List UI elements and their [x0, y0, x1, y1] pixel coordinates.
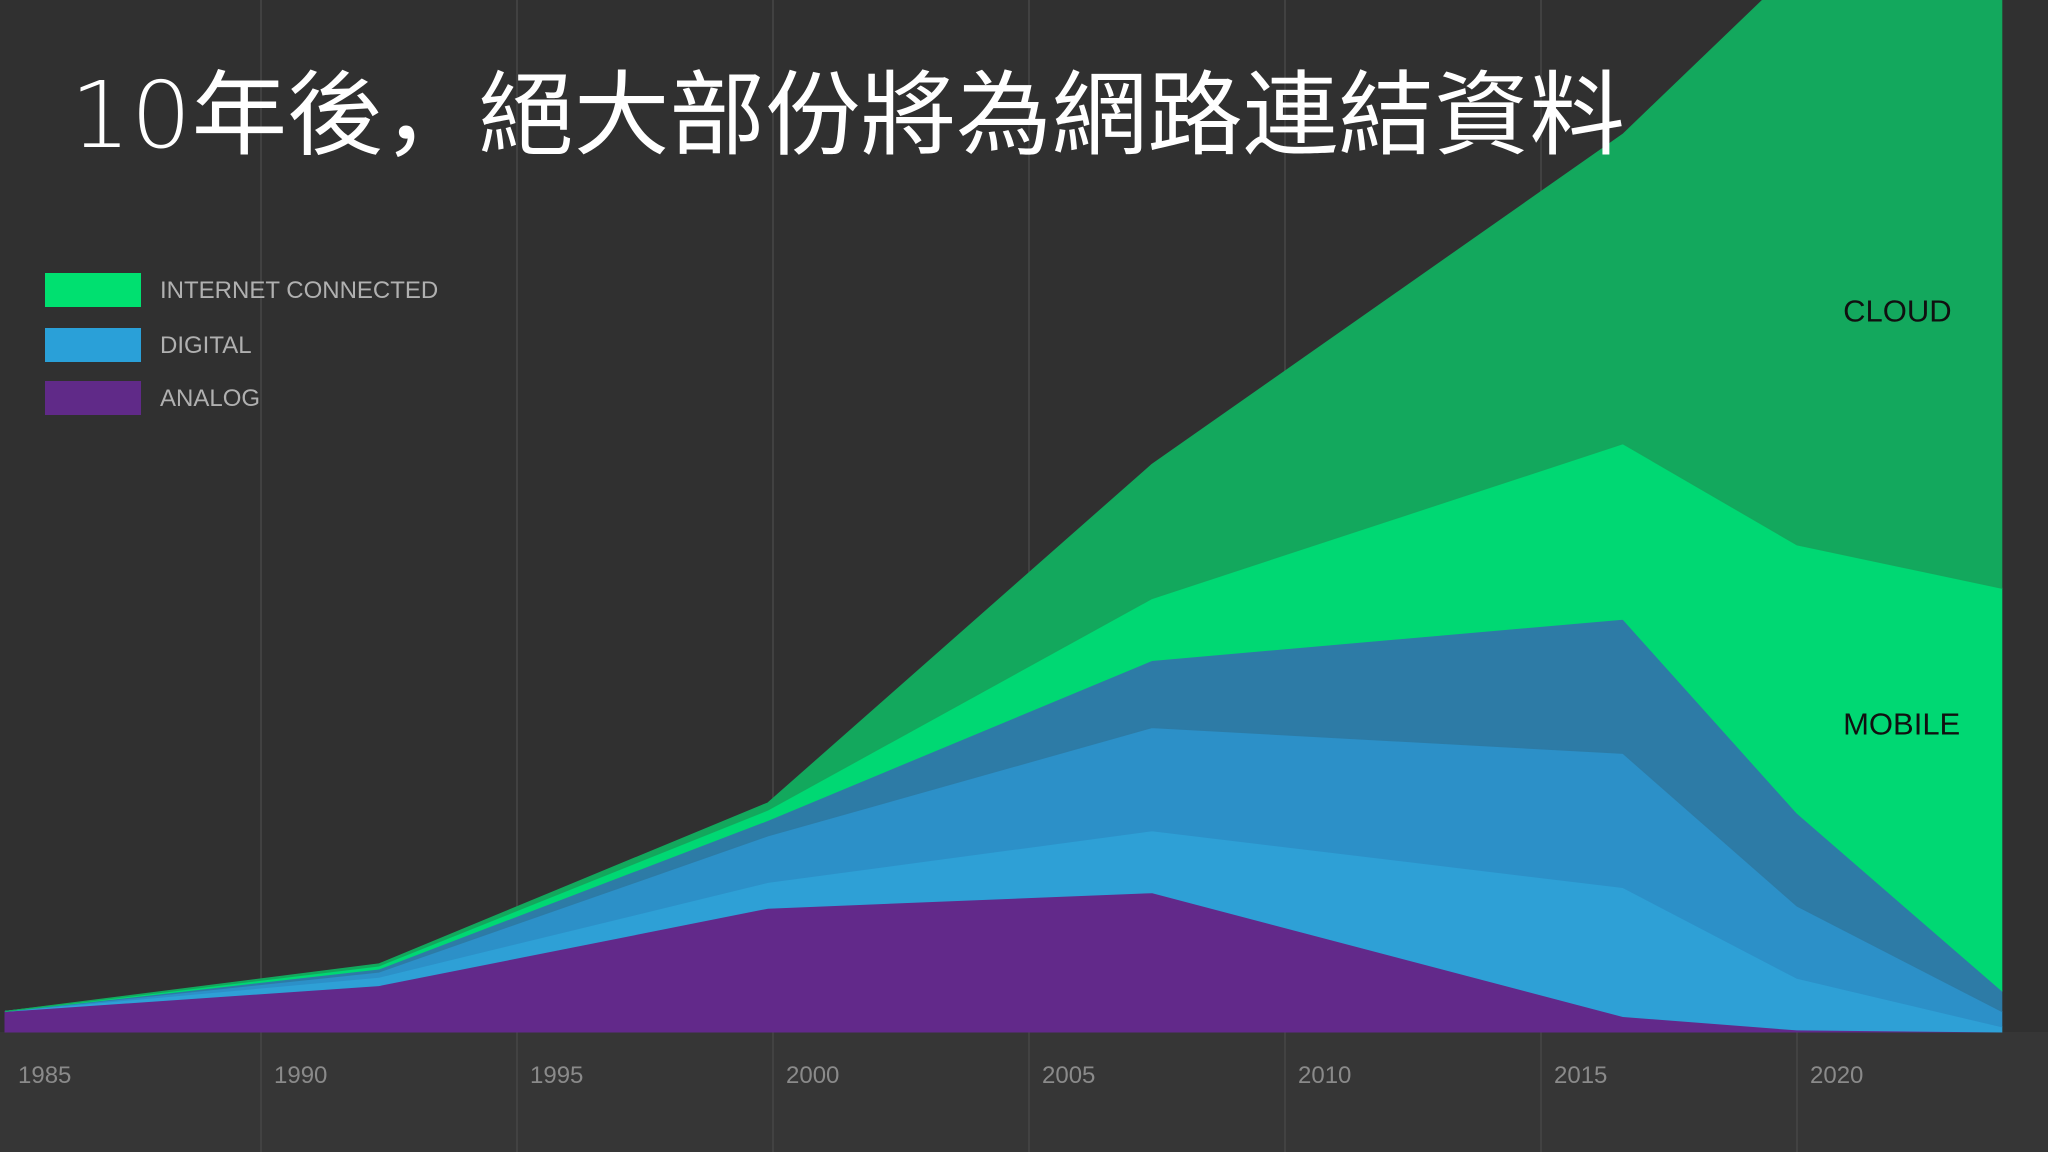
area-series-5: [4, 0, 2003, 1012]
annotation-cloud: CLOUD: [1843, 294, 1952, 329]
annotation-mobile: MOBILE: [1843, 706, 1960, 741]
x-tick-label-2000: 2000: [786, 1062, 839, 1089]
x-tick-label-1990: 1990: [274, 1062, 327, 1089]
x-tick-label-2005: 2005: [1042, 1062, 1095, 1089]
legend-label-analog: ANALOG: [160, 385, 260, 412]
axis-band: [0, 1032, 2048, 1152]
legend-swatch-analog: [45, 381, 141, 415]
legend-swatch-internet-connected: [45, 273, 141, 307]
x-tick-label-1985: 1985: [18, 1062, 71, 1089]
x-tick-label-1995: 1995: [530, 1062, 583, 1089]
legend-swatch-digital: [45, 328, 141, 362]
legend-label-internet-connected: INTERNET CONNECTED: [160, 277, 438, 304]
x-tick-label-2010: 2010: [1298, 1062, 1351, 1089]
x-axis-ticks: 1985 1990 1995 2000 2005 2010 2015 2020: [18, 1062, 1863, 1089]
area-series: [4, 0, 2003, 1033]
page-title: 10年後，絕大部份將為網路連結資料: [70, 62, 1625, 169]
legend: INTERNET CONNECTED DIGITAL ANALOG: [45, 273, 438, 415]
legend-label-digital: DIGITAL: [160, 332, 252, 359]
x-tick-label-2020: 2020: [1810, 1062, 1863, 1089]
x-tick-label-2015: 2015: [1554, 1062, 1607, 1089]
